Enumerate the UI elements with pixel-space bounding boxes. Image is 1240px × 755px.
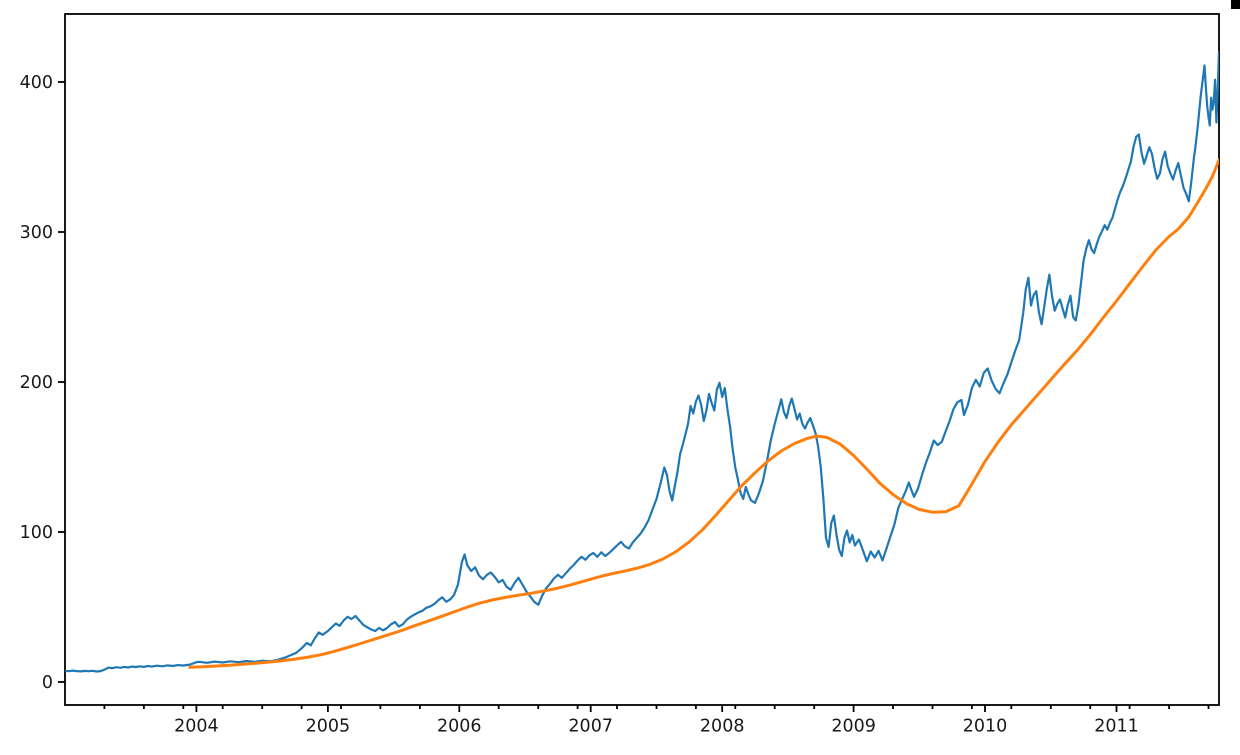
screen-corner-artifact [1231,0,1240,9]
y-tick-label: 0 [42,673,53,693]
x-tick-label: 2008 [700,717,745,737]
x-tick-label: 2005 [306,717,351,737]
plot-border [64,13,1220,706]
y-axis-ticks: 0 100 200 300 400 [20,73,65,693]
y-tick-label: 300 [20,223,53,243]
x-minor-ticks [103,705,1210,709]
y-tick-label: 100 [20,523,53,543]
x-tick-label: 2009 [831,717,876,737]
y-tick-label: 200 [20,373,53,393]
x-axis-ticks: 2004 2005 2006 2007 2008 2009 2010 2011 [174,705,1139,737]
x-tick-label: 2007 [568,717,613,737]
x-tick-label: 2006 [437,717,482,737]
moving-average-line [188,158,1219,669]
x-tick-label: 2004 [174,717,219,737]
daily-price-line [65,50,1219,673]
x-tick-label: 2010 [963,717,1008,737]
y-tick-label: 400 [20,73,53,93]
x-tick-label: 2011 [1094,717,1139,737]
